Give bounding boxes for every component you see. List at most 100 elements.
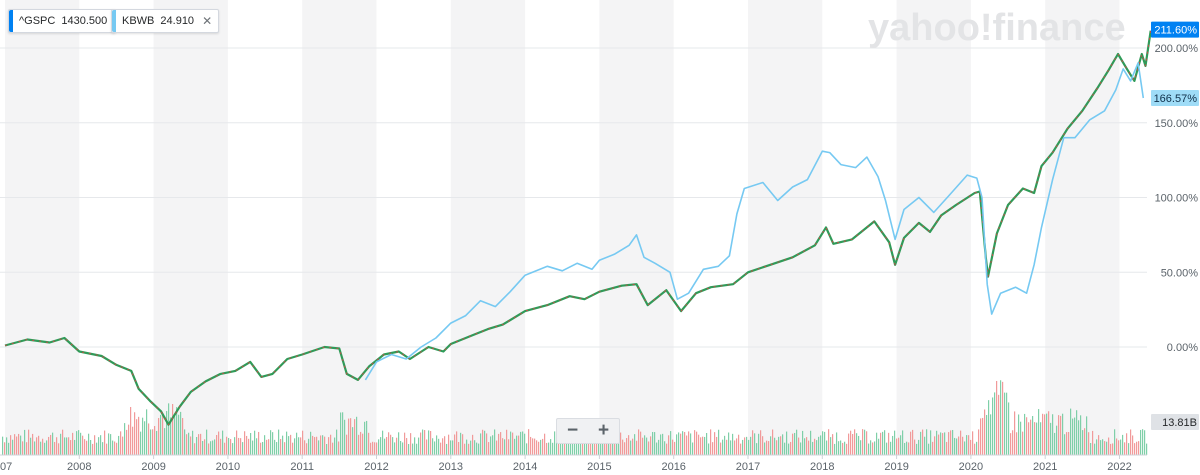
- volume-bar: [990, 414, 992, 455]
- volume-bar: [258, 431, 260, 455]
- gspc-swatch: [9, 10, 13, 32]
- volume-bar: [38, 435, 40, 455]
- y-tick-label: 50.00%: [1161, 267, 1199, 279]
- volume-bar: [1086, 416, 1088, 455]
- volume-bar: [838, 441, 840, 455]
- volume-bar: [820, 435, 822, 455]
- volume-bar: [210, 441, 212, 455]
- volume-bar: [888, 432, 890, 455]
- volume-bar: [398, 432, 400, 455]
- volume-bar: [314, 437, 316, 455]
- volume-bar: [684, 432, 686, 455]
- volume-bar: [280, 438, 282, 455]
- volume-bar: [746, 436, 748, 455]
- zoom-in-button[interactable]: +: [597, 420, 610, 441]
- volume-bar: [144, 421, 146, 455]
- volume-bar: [1030, 419, 1032, 455]
- volume-bar: [880, 432, 882, 455]
- volume-bar: [664, 441, 666, 455]
- volume-bar: [262, 441, 264, 455]
- volume-bar: [806, 437, 808, 455]
- volume-bar: [148, 423, 150, 455]
- volume-bar: [712, 442, 714, 455]
- volume-bar: [346, 434, 348, 455]
- volume-bar: [34, 441, 36, 455]
- volume-bar: [594, 442, 596, 455]
- volume-bar: [150, 429, 152, 455]
- volume-bar: [216, 435, 218, 455]
- volume-bar: [164, 428, 166, 455]
- volume-bar: [178, 414, 180, 455]
- volume-bar: [190, 436, 192, 455]
- volume-bar: [538, 441, 540, 455]
- volume-bar: [870, 440, 872, 455]
- volume-bar: [966, 435, 968, 455]
- zoom-out-button[interactable]: −: [566, 420, 579, 441]
- volume-bar: [544, 433, 546, 455]
- volume-bar: [386, 437, 388, 455]
- volume-bar: [80, 432, 82, 455]
- volume-bar: [816, 440, 818, 455]
- volume-bar: [698, 434, 700, 455]
- volume-bar: [676, 434, 678, 455]
- volume-bar: [574, 435, 576, 455]
- volume-bar: [798, 437, 800, 455]
- volume-bar: [934, 436, 936, 455]
- volume-bar: [436, 435, 438, 455]
- volume-bar: [1118, 440, 1120, 455]
- volume-bar: [968, 435, 970, 455]
- volume-bar: [620, 432, 622, 455]
- volume-bar: [724, 435, 726, 455]
- volume-bar: [388, 432, 390, 455]
- volume-bar: [142, 417, 144, 455]
- volume-bar: [832, 434, 834, 455]
- volume-bar: [720, 442, 722, 455]
- year-band: [153, 0, 228, 455]
- volume-bar: [718, 429, 720, 455]
- volume-bar: [854, 429, 856, 455]
- volume-bar: [1002, 381, 1004, 455]
- volume-bar: [320, 435, 322, 455]
- volume-bar: [638, 429, 640, 455]
- volume-bar: [784, 442, 786, 455]
- volume-bar: [994, 392, 996, 455]
- volume-bar: [992, 397, 994, 455]
- volume-bar: [130, 406, 132, 455]
- volume-bar: [344, 419, 346, 455]
- volume-bar: [792, 433, 794, 455]
- volume-bar: [122, 436, 124, 455]
- watermark: yahoo!finance: [868, 7, 1126, 49]
- volume-bar: [572, 438, 574, 455]
- volume-bar: [18, 433, 20, 455]
- volume-bar: [290, 434, 292, 455]
- volume-bar: [1020, 421, 1022, 455]
- volume-bar: [154, 426, 156, 455]
- volume-bar: [876, 432, 878, 455]
- volume-label: 13.81B: [1162, 417, 1197, 429]
- volume-bar: [744, 437, 746, 455]
- volume-bar: [674, 441, 676, 455]
- volume-bar: [766, 440, 768, 455]
- volume-bar: [794, 432, 796, 455]
- volume-bar: [200, 433, 202, 455]
- volume-bar: [1052, 414, 1054, 455]
- volume-bar: [940, 432, 942, 455]
- volume-bar: [756, 443, 758, 455]
- volume-bar: [1060, 415, 1062, 455]
- volume-bar: [814, 438, 816, 455]
- volume-bar: [504, 439, 506, 455]
- legend-gspc[interactable]: ^GSPC 1430.500: [8, 9, 117, 33]
- volume-bar: [1008, 402, 1010, 455]
- volume-bar: [412, 443, 414, 455]
- volume-bar: [830, 437, 832, 455]
- close-icon[interactable]: ✕: [202, 14, 213, 28]
- volume-bar: [300, 437, 302, 455]
- volume-bar: [868, 443, 870, 455]
- volume-bar: [528, 429, 530, 455]
- volume-bar: [160, 414, 162, 455]
- legend-kbwb[interactable]: KBWB 24.910 ✕: [111, 9, 220, 33]
- volume-bar: [6, 437, 8, 455]
- volume-bar: [914, 439, 916, 455]
- volume-bar: [898, 437, 900, 455]
